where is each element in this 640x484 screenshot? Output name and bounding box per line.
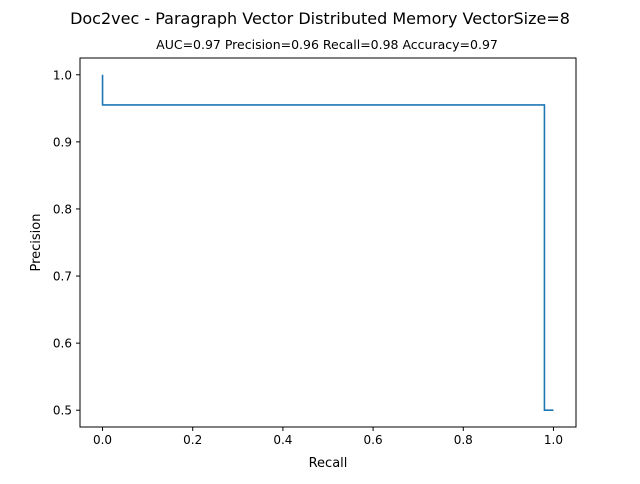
x-tick-label: 0.2 [183, 433, 202, 447]
y-axis: 0.5 0.6 0.7 0.8 0.9 1.0 [53, 68, 80, 417]
y-tick-label: 0.5 [53, 404, 72, 418]
chart-subtitle: AUC=0.97 Precision=0.96 Recall=0.98 Accu… [156, 37, 498, 52]
x-tick-label: 0.4 [273, 433, 292, 447]
x-axis: 0.0 0.2 0.4 0.6 0.8 1.0 [93, 427, 563, 447]
x-axis-label: Recall [309, 456, 348, 471]
y-axis-label: Precision [29, 213, 44, 271]
y-tick-label: 0.6 [53, 337, 72, 351]
y-tick-label: 1.0 [53, 68, 72, 82]
x-tick-label: 0.6 [364, 433, 383, 447]
precision-recall-curve [103, 75, 554, 410]
y-tick-label: 0.7 [53, 270, 72, 284]
y-tick-label: 0.8 [53, 202, 72, 216]
chart-title: Doc2vec - Paragraph Vector Distributed M… [70, 9, 570, 28]
x-tick-label: 0.0 [93, 433, 112, 447]
x-tick-label: 0.8 [454, 433, 473, 447]
y-tick-label: 0.9 [53, 135, 72, 149]
plot-area-frame [80, 58, 576, 427]
series-layer [103, 75, 554, 410]
x-tick-label: 1.0 [544, 433, 563, 447]
